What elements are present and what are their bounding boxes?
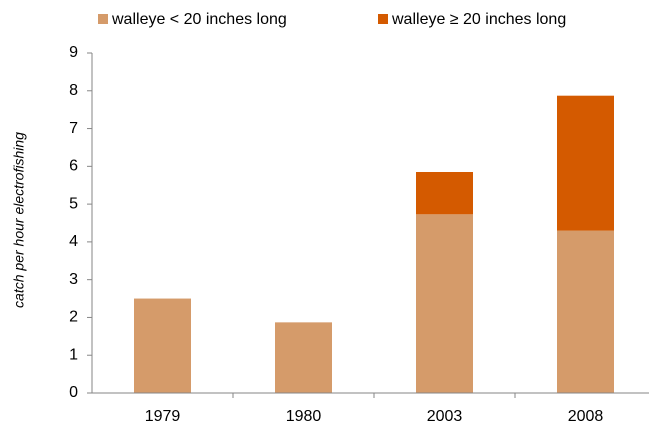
y-tick-label: 4	[69, 233, 78, 250]
x-tick-label: 2008	[568, 408, 604, 425]
y-tick-label: 8	[69, 82, 78, 99]
bar-segment	[557, 95, 614, 231]
legend-swatch	[378, 14, 388, 24]
y-tick-label: 9	[69, 44, 78, 61]
legend-swatch	[98, 14, 108, 24]
legend-label: walleye < 20 inches long	[111, 11, 287, 28]
y-tick-label: 2	[69, 309, 78, 326]
y-tick-label: 1	[69, 346, 78, 363]
x-tick-label: 2003	[427, 408, 463, 425]
bar-segment	[416, 214, 473, 393]
y-tick-label: 0	[69, 384, 78, 401]
x-tick-label: 1980	[286, 408, 322, 425]
legend-label: walleye ≥ 20 inches long	[391, 11, 566, 28]
bar-segment	[557, 230, 614, 393]
x-tick-label: 1979	[145, 408, 181, 425]
bar-segment	[134, 298, 191, 393]
y-tick-label: 6	[69, 158, 78, 175]
bar-segment	[275, 322, 332, 393]
bar-segment	[416, 172, 473, 215]
y-axis-label: catch per hour electrofishing	[11, 132, 27, 308]
y-tick-label: 7	[69, 120, 78, 137]
y-tick-label: 5	[69, 195, 78, 212]
y-tick-label: 3	[69, 271, 78, 288]
